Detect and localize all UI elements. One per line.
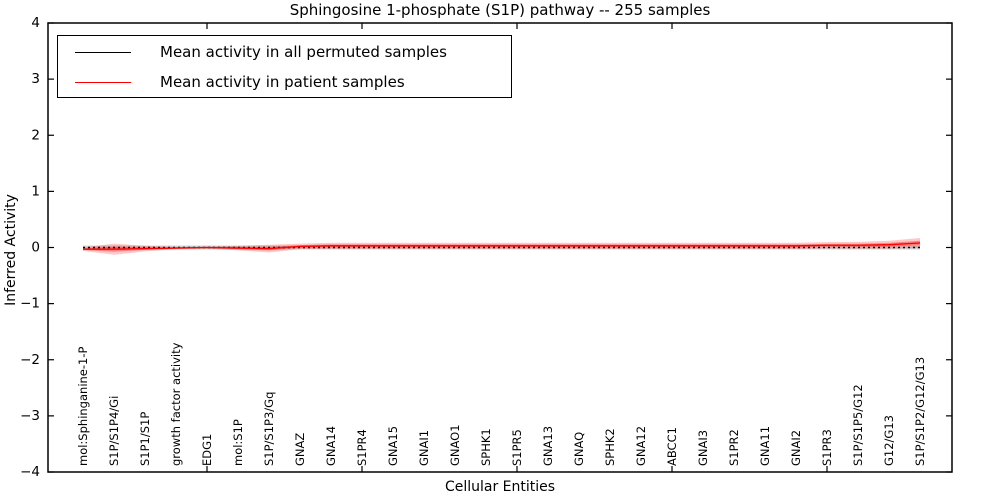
legend-label-permuted: Mean activity in all permuted samples — [160, 43, 447, 61]
x-category-label: S1PR5 — [510, 429, 524, 466]
x-category-label: GNAI1 — [417, 430, 431, 466]
x-category-label: SPHK1 — [479, 428, 493, 466]
y-tick-label: −3 — [20, 408, 40, 424]
x-category-label: mol:Sphinganine-1-P — [76, 347, 90, 466]
x-category-label: GNAI3 — [696, 430, 710, 466]
x-category-label: S1PR3 — [820, 429, 834, 466]
y-tick-label: 0 — [31, 240, 40, 256]
y-tick-label: 4 — [31, 15, 40, 31]
x-category-label: mol:S1P — [231, 419, 245, 466]
legend-box: Mean activity in all permuted samples Me… — [57, 35, 512, 98]
y-tick-label: 2 — [31, 127, 40, 143]
x-category-label: S1P/S1P3/Gq — [262, 392, 276, 466]
x-category-label: GNAZ — [293, 433, 307, 466]
x-category-label: GNAO1 — [448, 424, 462, 466]
legend-item-permuted: Mean activity in all permuted samples — [58, 38, 511, 66]
x-category-label: GNA14 — [324, 426, 338, 466]
x-category-label: ABCC1 — [665, 427, 679, 466]
y-tick-label: −2 — [20, 352, 40, 368]
legend-item-patient: Mean activity in patient samples — [58, 68, 511, 96]
x-category-label: S1PR2 — [727, 429, 741, 466]
x-category-label: SPHK2 — [603, 428, 617, 466]
x-category-label: G12/G13 — [882, 415, 896, 466]
x-category-label: S1P1/S1P — [138, 412, 152, 466]
x-axis-label: Cellular Entities — [444, 479, 556, 495]
x-category-label: growth factor activity — [169, 342, 183, 466]
y-tick-label: 3 — [31, 71, 40, 87]
chart-title: Sphingosine 1-phosphate (S1P) pathway --… — [289, 1, 711, 19]
patient-mean-line — [83, 242, 921, 250]
x-category-label: GNAQ — [572, 432, 586, 466]
y-tick-label: 1 — [31, 183, 40, 199]
x-category-label: S1P/S1P5/G12 — [851, 384, 865, 466]
y-tick-label: −4 — [20, 464, 40, 480]
permuted-line-swatch — [75, 51, 131, 53]
patient-line-swatch — [75, 81, 131, 83]
x-category-label: GNA12 — [634, 426, 648, 466]
y-tick-label: −1 — [20, 296, 40, 312]
x-category-label: GNA11 — [758, 426, 772, 466]
x-category-label: S1PR4 — [355, 429, 369, 466]
x-category-label: EDG1 — [200, 434, 214, 466]
x-category-label: S1P/S1P2/G12/G13 — [913, 357, 927, 466]
x-category-label: GNA13 — [541, 426, 555, 466]
x-category-label: GNA15 — [386, 426, 400, 466]
x-category-label: GNAI2 — [789, 430, 803, 466]
x-category-label: S1P/S1P4/Gi — [107, 396, 121, 466]
legend-label-patient: Mean activity in patient samples — [160, 73, 405, 91]
